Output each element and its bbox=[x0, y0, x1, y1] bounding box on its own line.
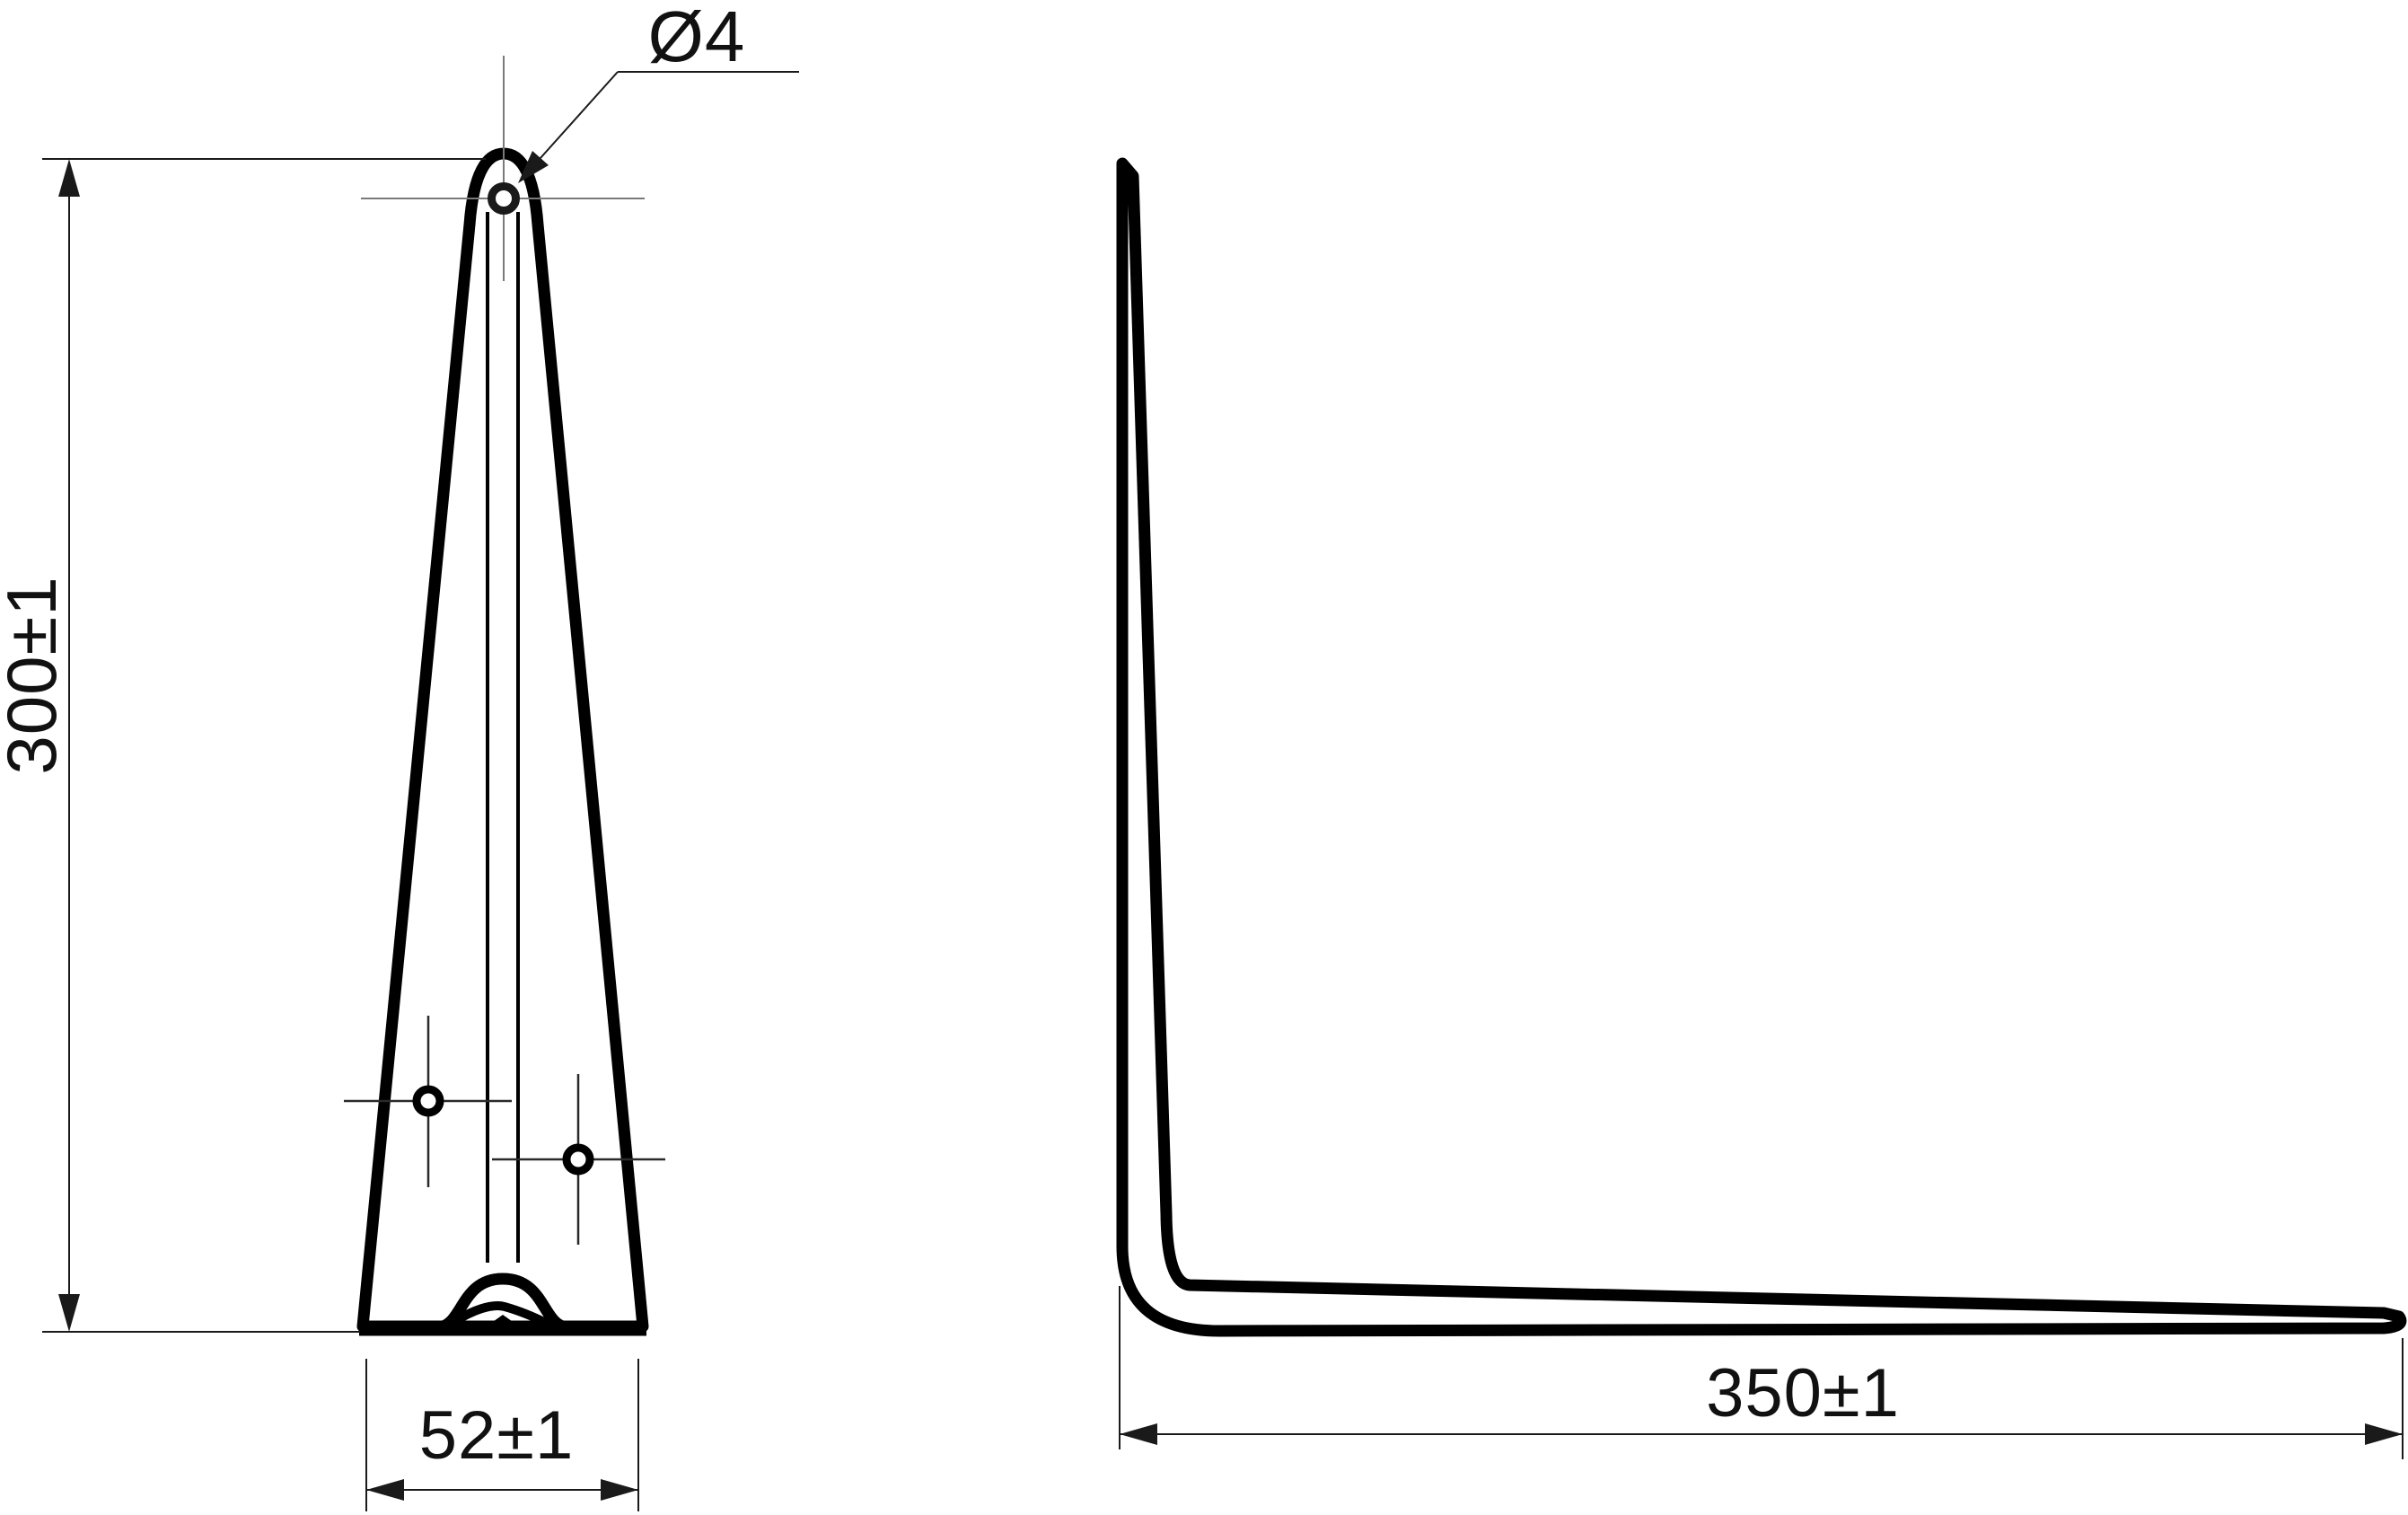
dimension-label-length: 350±1 bbox=[1706, 1355, 1900, 1431]
dimension-base-width: 52±1 bbox=[365, 1359, 639, 1511]
left-hole bbox=[412, 1085, 444, 1117]
arrowhead-left-icon bbox=[366, 1479, 404, 1501]
dimension-label-hole-diameter: Ø4 bbox=[648, 0, 746, 76]
dimension-label-base-width: 52±1 bbox=[419, 1397, 575, 1474]
right-hole bbox=[562, 1143, 594, 1176]
dimension-height: 300±1 bbox=[0, 158, 486, 1333]
hole-callout: Ø4 bbox=[518, 0, 799, 183]
arrowhead-up-icon bbox=[58, 159, 80, 197]
bottom-tab-notch bbox=[481, 1315, 524, 1330]
front-view bbox=[344, 56, 665, 1336]
dimension-label-height: 300±1 bbox=[0, 576, 71, 774]
side-view bbox=[1116, 157, 2407, 1337]
leader-arrowhead-icon bbox=[518, 151, 549, 183]
top-hole bbox=[488, 182, 520, 215]
arrowhead-right-icon bbox=[601, 1479, 638, 1501]
dimension-length: 350±1 bbox=[1119, 1286, 2404, 1459]
side-outline bbox=[1116, 157, 2407, 1337]
arrowhead-left-icon bbox=[1120, 1423, 1157, 1445]
bottom-tab-inner bbox=[448, 1301, 552, 1328]
arrowhead-down-icon bbox=[58, 1294, 80, 1332]
arrowhead-right-icon bbox=[2365, 1423, 2403, 1445]
front-outline bbox=[356, 147, 649, 1333]
